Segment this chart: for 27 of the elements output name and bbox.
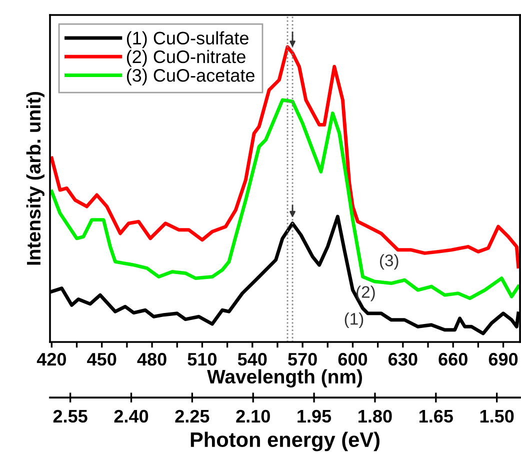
x2-tick-label: 1.65	[419, 410, 453, 423]
legend-label: (3) CuO-acetate	[126, 68, 254, 86]
x2-tick-label: 2.25	[175, 410, 210, 423]
x2-tick-label: 1.50	[480, 410, 514, 423]
x-tick-label: 540	[238, 352, 267, 366]
x-tick-label: 660	[438, 352, 468, 366]
legend-label: (2) CuO-nitrate	[126, 50, 246, 67]
legend-label: (1) CuO-sulfate	[126, 31, 248, 48]
x-tick-label: 630	[388, 352, 418, 366]
x2-tick-label: 2.40	[114, 410, 148, 423]
x2-tick-label: 2.55	[53, 410, 88, 423]
x-axis-title: Wavelength (nm)	[207, 369, 362, 388]
x2-tick-label: 1.80	[358, 410, 392, 423]
x-tick-label: 480	[137, 352, 166, 366]
x-tick-label: 510	[188, 352, 217, 366]
x-tick-label: 690	[488, 352, 518, 366]
x-tick-label: 570	[288, 352, 317, 366]
annotation: (3)	[380, 254, 398, 270]
annotation: (1)	[344, 312, 364, 328]
y-axis-title: Intensity (arb. unit)	[26, 92, 44, 265]
x-tick-label: 420	[36, 352, 66, 366]
x2-axis-title: Photon energy (eV)	[190, 432, 380, 452]
x-tick-label: 600	[338, 352, 368, 366]
x2-tick-label: 1.95	[298, 410, 332, 423]
x2-tick-label: 2.10	[236, 410, 270, 423]
annotation: (2)	[356, 286, 375, 302]
x-tick-label: 450	[87, 352, 116, 366]
